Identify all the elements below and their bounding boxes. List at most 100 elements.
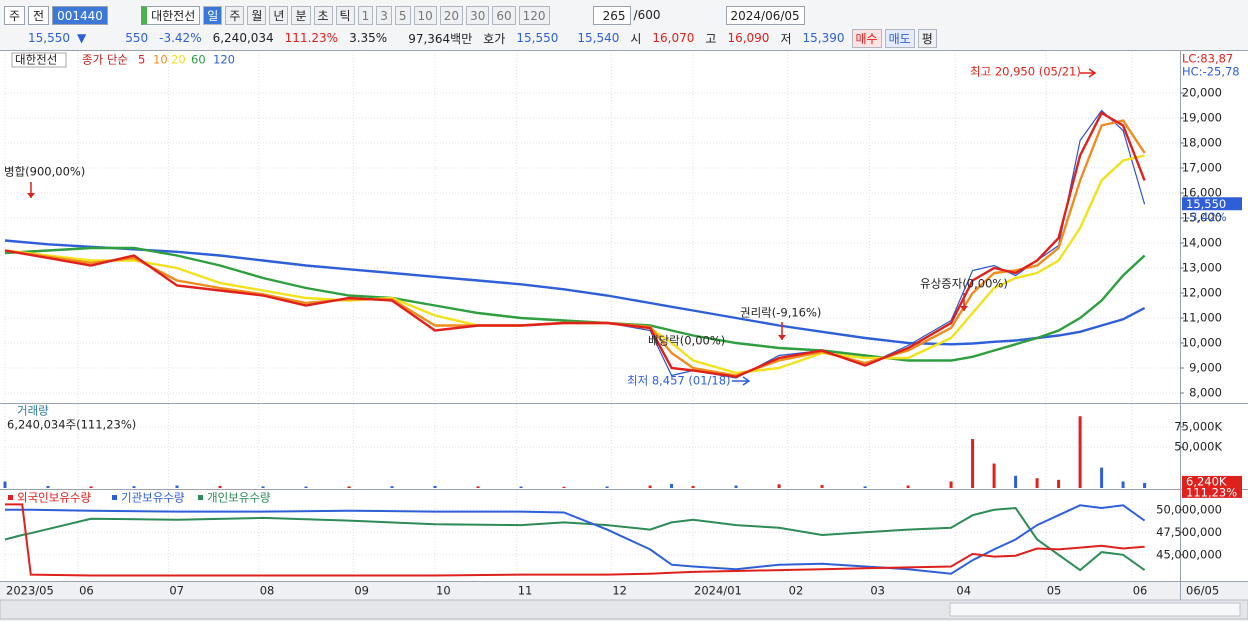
y-tick-label: 10,000 [1182, 336, 1222, 350]
zoom-controls[interactable] [949, 602, 1241, 617]
volume-bar [1100, 467, 1104, 488]
volume-bar [906, 485, 910, 488]
y-tick-label: 45,000,000 [1156, 547, 1222, 561]
volume-bar [132, 486, 136, 488]
legend-entry: 개인보유수량 [207, 491, 271, 505]
name-box[interactable]: 대한전선 [141, 5, 201, 25]
timeframe-button[interactable]: 주 [225, 5, 245, 25]
interval-button[interactable]: 120 [518, 5, 550, 25]
y-tick-label: 8,000 [1189, 386, 1222, 400]
volume-bar [734, 485, 738, 488]
quote-arrow: ▼ [77, 31, 87, 45]
volume-bar [949, 481, 953, 488]
date-input[interactable]: 2024/06/05 [725, 5, 805, 25]
y-tick-label: 17,000 [1182, 161, 1222, 175]
legend-entry: 20 [171, 53, 186, 67]
annotation-arrowhead [27, 193, 35, 198]
volume-bar [605, 486, 609, 488]
volume-bar [648, 485, 652, 488]
volume-bar [433, 485, 437, 488]
avg-button[interactable]: 평 [917, 28, 937, 48]
y-tick-label: 15,000 [1182, 211, 1222, 225]
x-tick-label: 04 [956, 584, 971, 598]
annotation: 배당락(0,00%) [648, 334, 725, 348]
volume-bar [1143, 482, 1147, 488]
series-line [5, 503, 1145, 577]
panel-title: 거래량 [17, 404, 49, 418]
legend-entry: 5 [138, 53, 145, 67]
x-tick-label: 07 [169, 584, 184, 598]
x-tick-label: 11 [518, 584, 533, 598]
last-volume-change: 111,23% [1186, 485, 1237, 499]
series-line [4, 239, 1146, 346]
y-tick-label: 20,000 [1182, 86, 1222, 100]
period-select[interactable]: 주 [4, 5, 26, 25]
timeframe-button[interactable]: 분 [291, 5, 311, 25]
timeframe-button[interactable]: 틱 [335, 5, 355, 25]
legend-entry: 60 [191, 53, 206, 67]
quote-bid: 15,540 [577, 31, 620, 45]
volume-bar [992, 463, 996, 488]
y-tick-label: 14,000 [1182, 236, 1222, 250]
quote-bar: 15,550 ▼ 550 -3.42% 6,240,034 111.23% 3.35% 97,… [0, 28, 1248, 48]
quote-price: 15,550 [28, 31, 70, 45]
scrollbar[interactable] [0, 599, 1248, 620]
volume-bar [777, 484, 781, 488]
annotation: 병합(900,00%) [4, 165, 85, 179]
count-input[interactable]: 265 [592, 5, 631, 25]
last-price: 15,550 [1186, 197, 1226, 211]
quote-high: 16,090 [727, 31, 770, 45]
volume-bar [304, 486, 308, 488]
series-line [4, 111, 1146, 379]
quote-high-label: 고 [705, 31, 717, 46]
annotation: 유상증자(0,00%) [920, 277, 1008, 291]
interval-button[interactable]: 60 [492, 5, 516, 25]
legend-marker [198, 495, 203, 500]
code-input[interactable]: 001440 [52, 5, 109, 25]
legend-entry: 10 [153, 53, 168, 67]
mode-select[interactable]: 전 [28, 5, 50, 25]
quote-open: 16,070 [652, 31, 695, 45]
y-tick-label: 16,000 [1182, 186, 1222, 200]
x-tick-label: 09 [354, 584, 369, 598]
annotation: 최저 8,457 (01/18) [627, 374, 731, 388]
y-tick-label: 19,000 [1182, 111, 1222, 125]
interval-button[interactable]: 10 [413, 5, 437, 25]
timeframe-button[interactable]: 일 [203, 5, 223, 25]
y-tick-label: 12,000 [1182, 286, 1222, 300]
y-tick-label: 18,000 [1182, 136, 1222, 150]
x-tick-label: 08 [260, 584, 275, 598]
quote-change: 550 [125, 31, 149, 45]
volume-bar [1078, 416, 1082, 488]
timeframe-button[interactable]: 년 [269, 5, 289, 25]
date-label: 06/05 [1186, 584, 1219, 598]
panel-subtitle: 6,240,034주(111,23%) [7, 418, 136, 432]
interval-button[interactable]: 5 [394, 5, 411, 25]
toolbar: 주 전 001440 대한전선 일 주 월 년 분 초 틱 1 3 5 10 20 30 60 120 265/600… [0, 4, 1248, 26]
annotation-arrow [1080, 68, 1097, 78]
series-line [4, 154, 1145, 375]
interval-button[interactable]: 1 [357, 5, 374, 25]
y-tick-label: 11,000 [1182, 311, 1222, 325]
interval-button[interactable]: 3 [376, 5, 392, 25]
volume-bar [562, 486, 566, 488]
timeframe-button[interactable]: 초 [313, 5, 333, 25]
timeframe-button[interactable]: 월 [247, 5, 267, 25]
sell-button[interactable]: 매도 [884, 28, 915, 48]
quote-low: 15,390 [802, 31, 845, 45]
volume-bar [971, 439, 975, 488]
chart-title: 대한전선 [15, 53, 57, 67]
volume-bar [390, 486, 394, 488]
x-tick-label: 12 [612, 584, 627, 598]
buy-button[interactable]: 매수 [851, 28, 882, 48]
volume-bar [3, 481, 7, 488]
quote-low-label: 저 [780, 31, 792, 46]
x-tick-label: 05 [1047, 584, 1062, 598]
volume-bar [670, 483, 674, 488]
interval-button[interactable]: 20 [439, 5, 464, 25]
volume-bar [1035, 478, 1039, 488]
price-line [4, 109, 1146, 379]
interval-button[interactable]: 30 [466, 5, 490, 25]
